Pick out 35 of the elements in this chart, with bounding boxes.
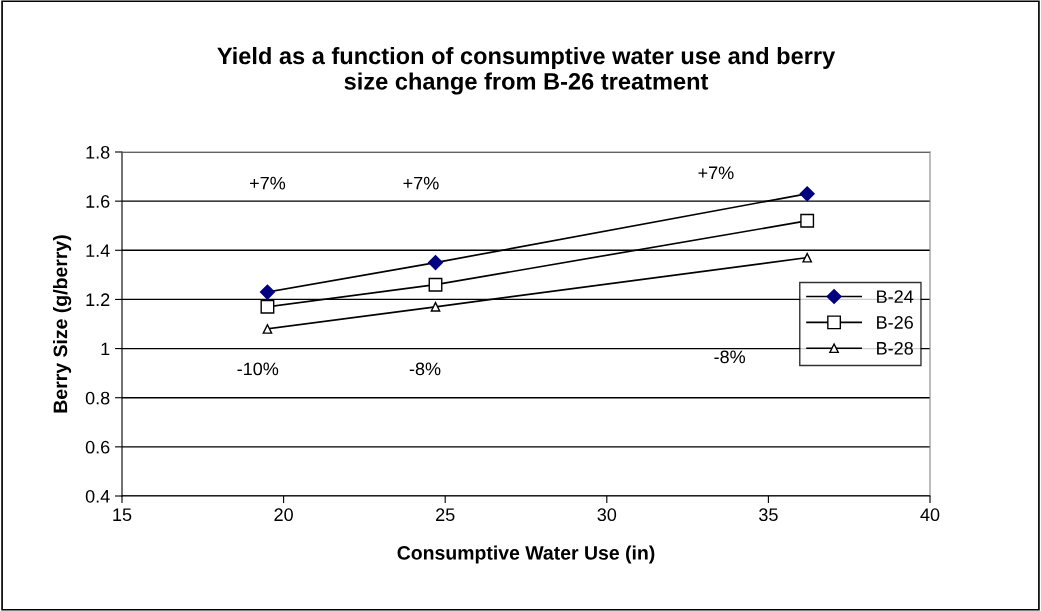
point xyxy=(800,213,815,228)
y-tick-label: 0.6 xyxy=(85,440,110,454)
annotation: -8% xyxy=(409,362,441,376)
annotation: +7% xyxy=(250,176,286,190)
annotation: +7% xyxy=(403,176,439,190)
annotation: -8% xyxy=(714,350,746,364)
x-tick-label: 25 xyxy=(436,508,455,522)
y-tick-label: 0.4 xyxy=(85,489,110,503)
y-tick-label: 1.8 xyxy=(86,145,110,159)
x-tick-label: 30 xyxy=(597,508,617,522)
point xyxy=(802,252,813,263)
legend-label: B-28 xyxy=(877,341,913,355)
y-tick-label: 1.4 xyxy=(86,244,110,257)
y-tick-label: 1 xyxy=(101,342,110,356)
point xyxy=(428,277,443,292)
annotation: -10% xyxy=(237,362,279,376)
point xyxy=(259,284,276,300)
chart-title: Yield as a function of consumptive water use and berry size change from B-26 treatment xyxy=(217,46,836,95)
y-tick-label: 1.6 xyxy=(86,195,110,208)
x-tick-label: 20 xyxy=(274,508,293,522)
point xyxy=(430,301,441,312)
x-axis-title: Consumptive Water Use (in) xyxy=(397,545,655,564)
x-tick-label: 40 xyxy=(920,508,940,522)
annotation: +7% xyxy=(698,166,734,180)
legend-label: B-24 xyxy=(877,290,914,303)
point xyxy=(427,255,444,271)
y-tick-label: 0.8 xyxy=(85,391,110,405)
x-tick-label: 35 xyxy=(759,508,778,522)
y-axis-title: Berry Size (g/berry) xyxy=(53,235,72,413)
point xyxy=(262,324,273,334)
point xyxy=(799,186,815,202)
legend-label: B-26 xyxy=(877,316,913,329)
point xyxy=(260,299,275,314)
x-tick-label: 15 xyxy=(113,508,132,522)
y-tick-label: 1.2 xyxy=(86,293,110,306)
